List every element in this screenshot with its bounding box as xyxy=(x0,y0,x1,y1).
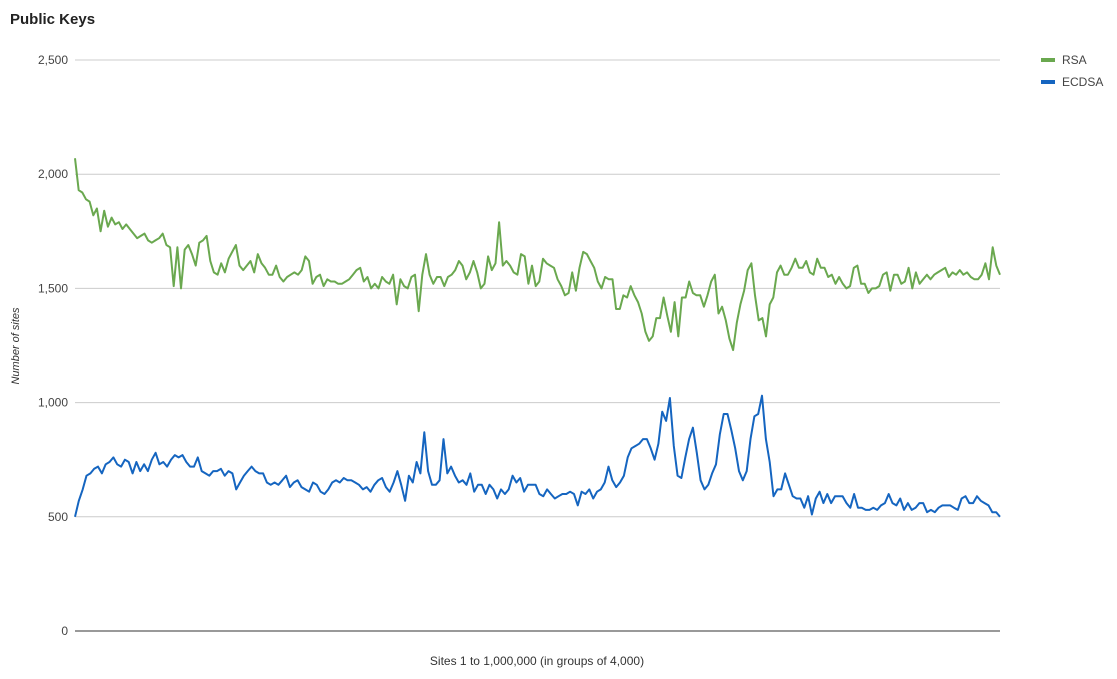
chart-title: Public Keys xyxy=(10,11,96,28)
y-tick-label: 500 xyxy=(48,510,68,524)
y-tick-label: 2,500 xyxy=(38,53,68,67)
gridlines xyxy=(75,59,1000,518)
legend: RSA ECDSA xyxy=(1041,53,1103,89)
series-lines xyxy=(74,158,1001,518)
y-tick-label: 1,000 xyxy=(38,396,68,410)
legend-label-rsa: RSA xyxy=(1062,53,1087,67)
legend-swatch-rsa xyxy=(1041,58,1055,62)
y-tick-label: 0 xyxy=(61,624,68,638)
y-tick-label: 2,000 xyxy=(38,167,68,181)
legend-swatch-ecdsa xyxy=(1041,80,1055,84)
y-tick-label: 1,500 xyxy=(38,281,68,295)
series-line-rsa xyxy=(74,158,1001,352)
series-line-ecdsa xyxy=(74,394,1001,518)
legend-label-ecdsa: ECDSA xyxy=(1062,75,1103,89)
y-tick-labels: 0 500 1,000 1,500 2,000 2,500 xyxy=(38,53,68,638)
x-axis-title: Sites 1 to 1,000,000 (in groups of 4,000… xyxy=(430,654,644,668)
y-axis-title: Number of sites xyxy=(10,307,22,385)
